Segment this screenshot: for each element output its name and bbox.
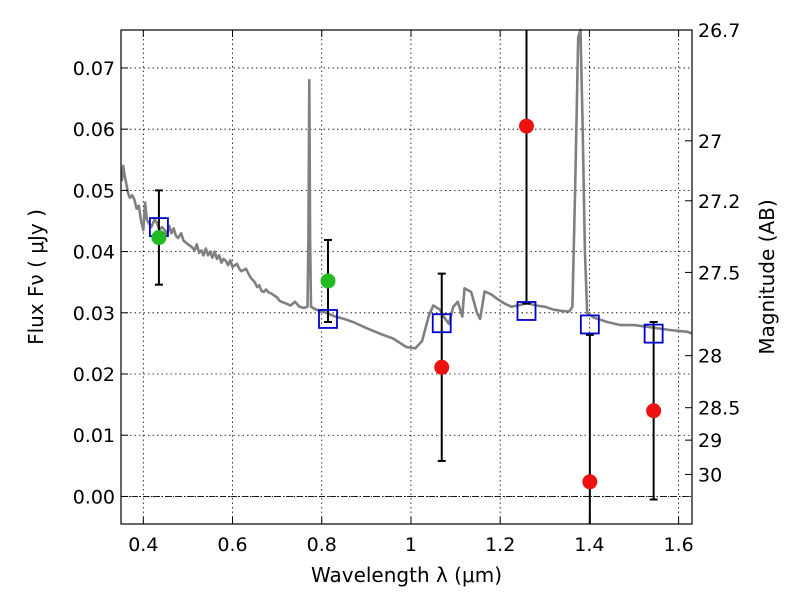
x-tick-label: 1.4 [574, 534, 604, 556]
x-tick-label: 1 [405, 534, 417, 556]
y-tick-label: 0.00 [73, 486, 115, 508]
observed-points-group [151, 118, 662, 490]
y-axis-label: Flux Fν ( μJy ) [24, 209, 48, 345]
model-photometry-square [643, 323, 664, 344]
y2-axis-label: Magnitude (AB) [755, 199, 779, 354]
red-data-point [646, 403, 662, 419]
y-tick-label: 0.03 [73, 303, 115, 325]
y2-tick-label: 26.7 [698, 20, 740, 42]
y2-tick-label: 28 [698, 346, 722, 368]
green-data-point [320, 273, 336, 289]
x-tick-label: 0.8 [307, 534, 337, 556]
x-tick-label: 1.6 [664, 534, 694, 556]
y-tick-label: 0.04 [73, 242, 115, 264]
red-data-point [518, 118, 534, 134]
x-tick-label: 1.2 [485, 534, 515, 556]
x-tick-label: 0.4 [128, 534, 158, 556]
green-data-point [151, 230, 167, 246]
y2-axis-ticks: 26.7 27 27.2 27.5 28 28.5 29 30 [685, 20, 740, 486]
y-axis-ticks: 0.00 0.01 0.02 0.03 0.04 0.05 0.06 0.07 [73, 58, 128, 508]
red-data-point [434, 359, 450, 375]
model-photometry-square [431, 313, 452, 334]
y2-tick-label: 29 [698, 430, 722, 452]
y-tick-label: 0.06 [73, 119, 115, 141]
model-photometry-square [318, 309, 338, 329]
y-tick-label: 0.01 [73, 425, 115, 447]
y2-tick-label: 30 [698, 464, 722, 486]
y-tick-label: 0.07 [73, 58, 115, 80]
y2-tick-label: 27.2 [698, 191, 740, 213]
y2-tick-label: 27 [698, 131, 722, 153]
model-photometry-square [579, 314, 600, 335]
y2-tick-label: 28.5 [698, 398, 740, 420]
model-photometry-group [149, 217, 664, 344]
x-axis-ticks: 0.4 0.6 0.8 1 1.2 1.4 1.6 [128, 30, 694, 556]
x-tick-label: 0.6 [217, 534, 247, 556]
plot-area [120, 28, 693, 524]
grid [121, 30, 692, 524]
y-tick-label: 0.02 [73, 364, 115, 386]
y2-tick-label: 27.5 [698, 262, 740, 284]
y-tick-label: 0.05 [73, 180, 115, 202]
plot-frame [120, 29, 693, 525]
x-axis-label: Wavelength λ (μm) [311, 563, 502, 587]
red-data-point [582, 474, 598, 490]
model-photometry-square [516, 301, 537, 321]
